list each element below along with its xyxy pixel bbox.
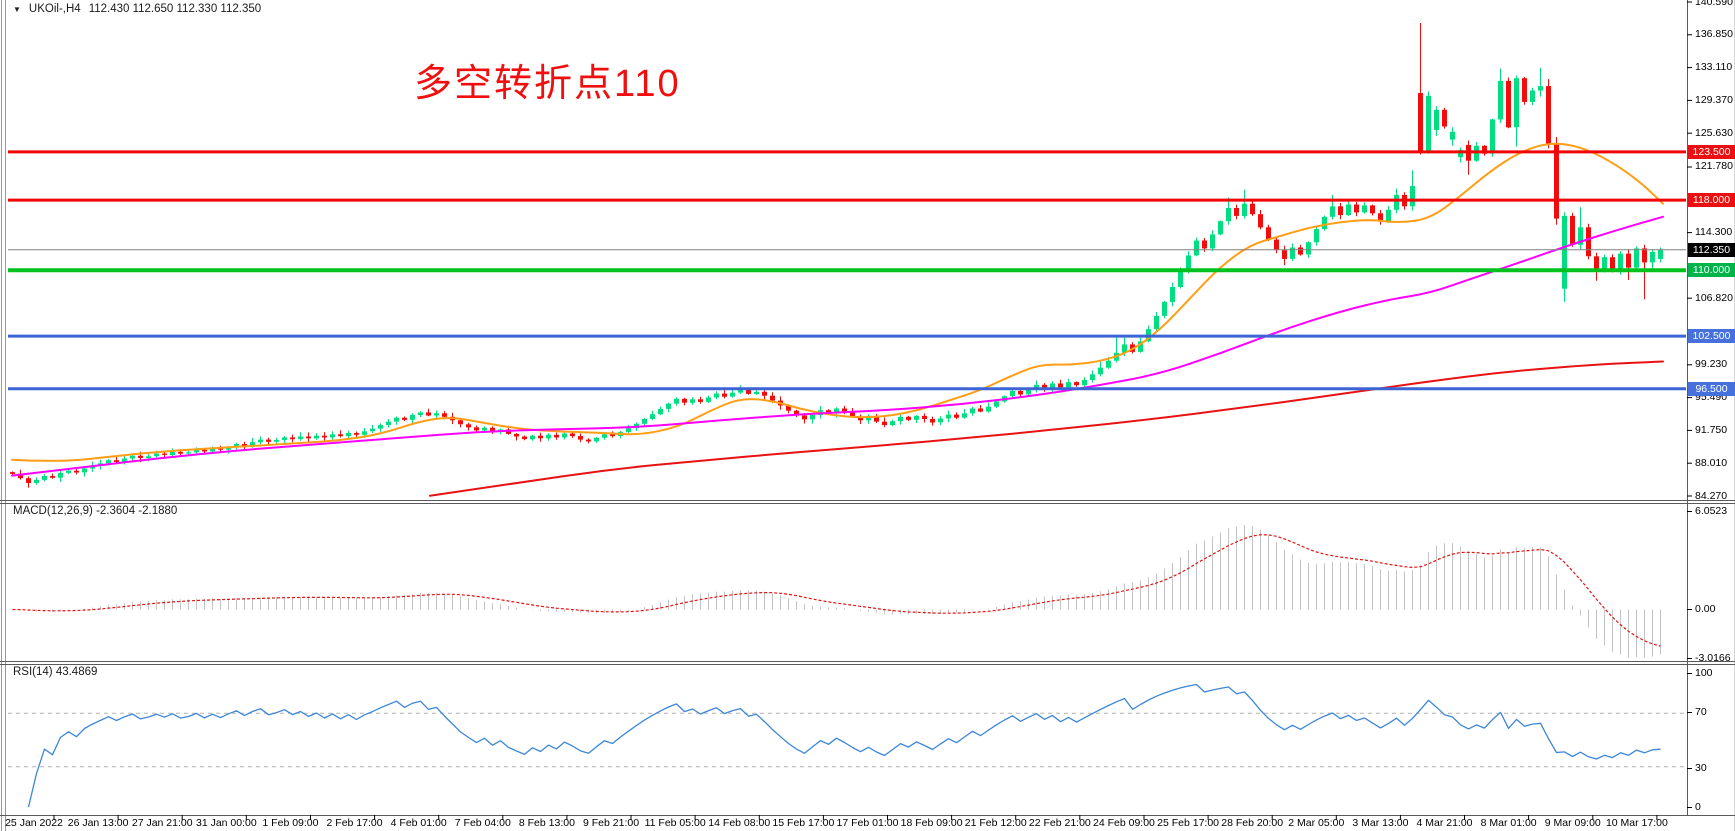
macd-label: MACD(12,26,9) -2.3604 -2.1880 [13, 505, 178, 517]
price-marker-label: 110.000 [1688, 263, 1735, 278]
macd-plot [12, 524, 1661, 658]
macd-tick-label: -3.0166 [1695, 651, 1731, 664]
time-tick-label: 21 Feb 12:00 [964, 817, 1027, 829]
time-tick-label: 11 Feb 05:00 [644, 817, 706, 829]
macd-tick-label: 0.00 [1695, 602, 1716, 615]
candlesticks [10, 23, 1663, 488]
time-tick-label: 31 Jan 00:00 [195, 817, 257, 829]
time-tick-label: 4 Mar 21:00 [1416, 817, 1473, 829]
price-tick-label: 140.590 [1695, 0, 1733, 8]
chevron-down-icon[interactable]: ▼ [13, 4, 21, 14]
moving-averages [11, 142, 1664, 497]
ohlc-values: 112.430 112.650 112.330 112.350 [88, 3, 262, 15]
level-lines [8, 150, 1686, 391]
time-tick-label: 10 Mar 17:00 [1605, 817, 1668, 829]
rsi-plot [8, 683, 1686, 808]
price-tick-label: 129.370 [1695, 93, 1733, 106]
price-tick-label: 133.110 [1695, 61, 1733, 74]
macd-tick-label: 6.0523 [1695, 504, 1728, 517]
price-marker-label: 112.350 [1688, 242, 1735, 257]
time-tick-label: 28 Feb 20:00 [1221, 817, 1284, 829]
time-tick-label: 3 Mar 13:00 [1352, 817, 1409, 829]
time-tick-label: 9 Feb 21:00 [583, 817, 640, 829]
price-tick-label: 136.850 [1695, 28, 1733, 41]
price-marker-label: 102.500 [1688, 329, 1735, 344]
time-tick-label: 2 Mar 05:00 [1288, 817, 1345, 829]
symbol-period-label: UKOil-,H4 [28, 3, 81, 15]
price-tick-label: 84.270 [1695, 489, 1728, 502]
rsi-tick-label: 100 [1695, 666, 1713, 679]
chart-header: ▼ UKOil-,H4 112.430 112.650 112.330 112.… [13, 3, 261, 15]
time-tick-label: 25 Feb 17:00 [1157, 817, 1220, 829]
price-tick-label: 121.780 [1695, 160, 1733, 173]
price-tick-label: 125.630 [1695, 126, 1733, 139]
rsi-label: RSI(14) 43.4869 [13, 666, 98, 678]
time-tick-label: 27 Jan 21:00 [131, 817, 193, 829]
time-tick-label: 1 Feb 09:00 [262, 817, 319, 829]
time-tick-label: 7 Feb 04:00 [454, 817, 511, 829]
time-tick-label: 22 Feb 21:00 [1028, 817, 1091, 829]
time-tick-label: 26 Jan 13:00 [67, 817, 129, 829]
time-tick-label: 8 Mar 01:00 [1480, 817, 1537, 829]
time-tick-label: 4 Feb 01:00 [390, 817, 447, 829]
time-tick-label: 2 Feb 17:00 [326, 817, 383, 829]
price-marker-label: 118.000 [1688, 193, 1735, 208]
price-tick-label: 106.820 [1695, 291, 1733, 304]
price-marker-label: 123.500 [1688, 144, 1735, 159]
annotation-text[interactable]: 多空转折点110 [414, 63, 681, 105]
time-tick-label: 18 Feb 09:00 [900, 817, 963, 829]
time-tick-label: 24 Feb 09:00 [1093, 817, 1155, 829]
time-tick-label: 8 Feb 13:00 [518, 817, 575, 829]
price-marker-label: 96.500 [1688, 381, 1735, 396]
time-tick-label: 14 Feb 08:00 [708, 817, 771, 829]
time-tick-label: 25 Jan 2022 [5, 817, 63, 829]
time-tick-label: 15 Feb 17:00 [772, 817, 835, 829]
rsi-tick-label: 0 [1695, 800, 1701, 813]
rsi-tick-label: 30 [1695, 761, 1707, 774]
price-tick-label: 88.010 [1695, 456, 1728, 469]
time-tick-label: 17 Feb 01:00 [836, 817, 899, 829]
price-tick-label: 114.300 [1695, 226, 1733, 239]
price-tick-label: 99.230 [1695, 358, 1728, 371]
rsi-tick-label: 70 [1695, 705, 1707, 718]
price-tick-label: 91.750 [1695, 423, 1728, 436]
time-tick-label: 9 Mar 09:00 [1544, 817, 1601, 829]
